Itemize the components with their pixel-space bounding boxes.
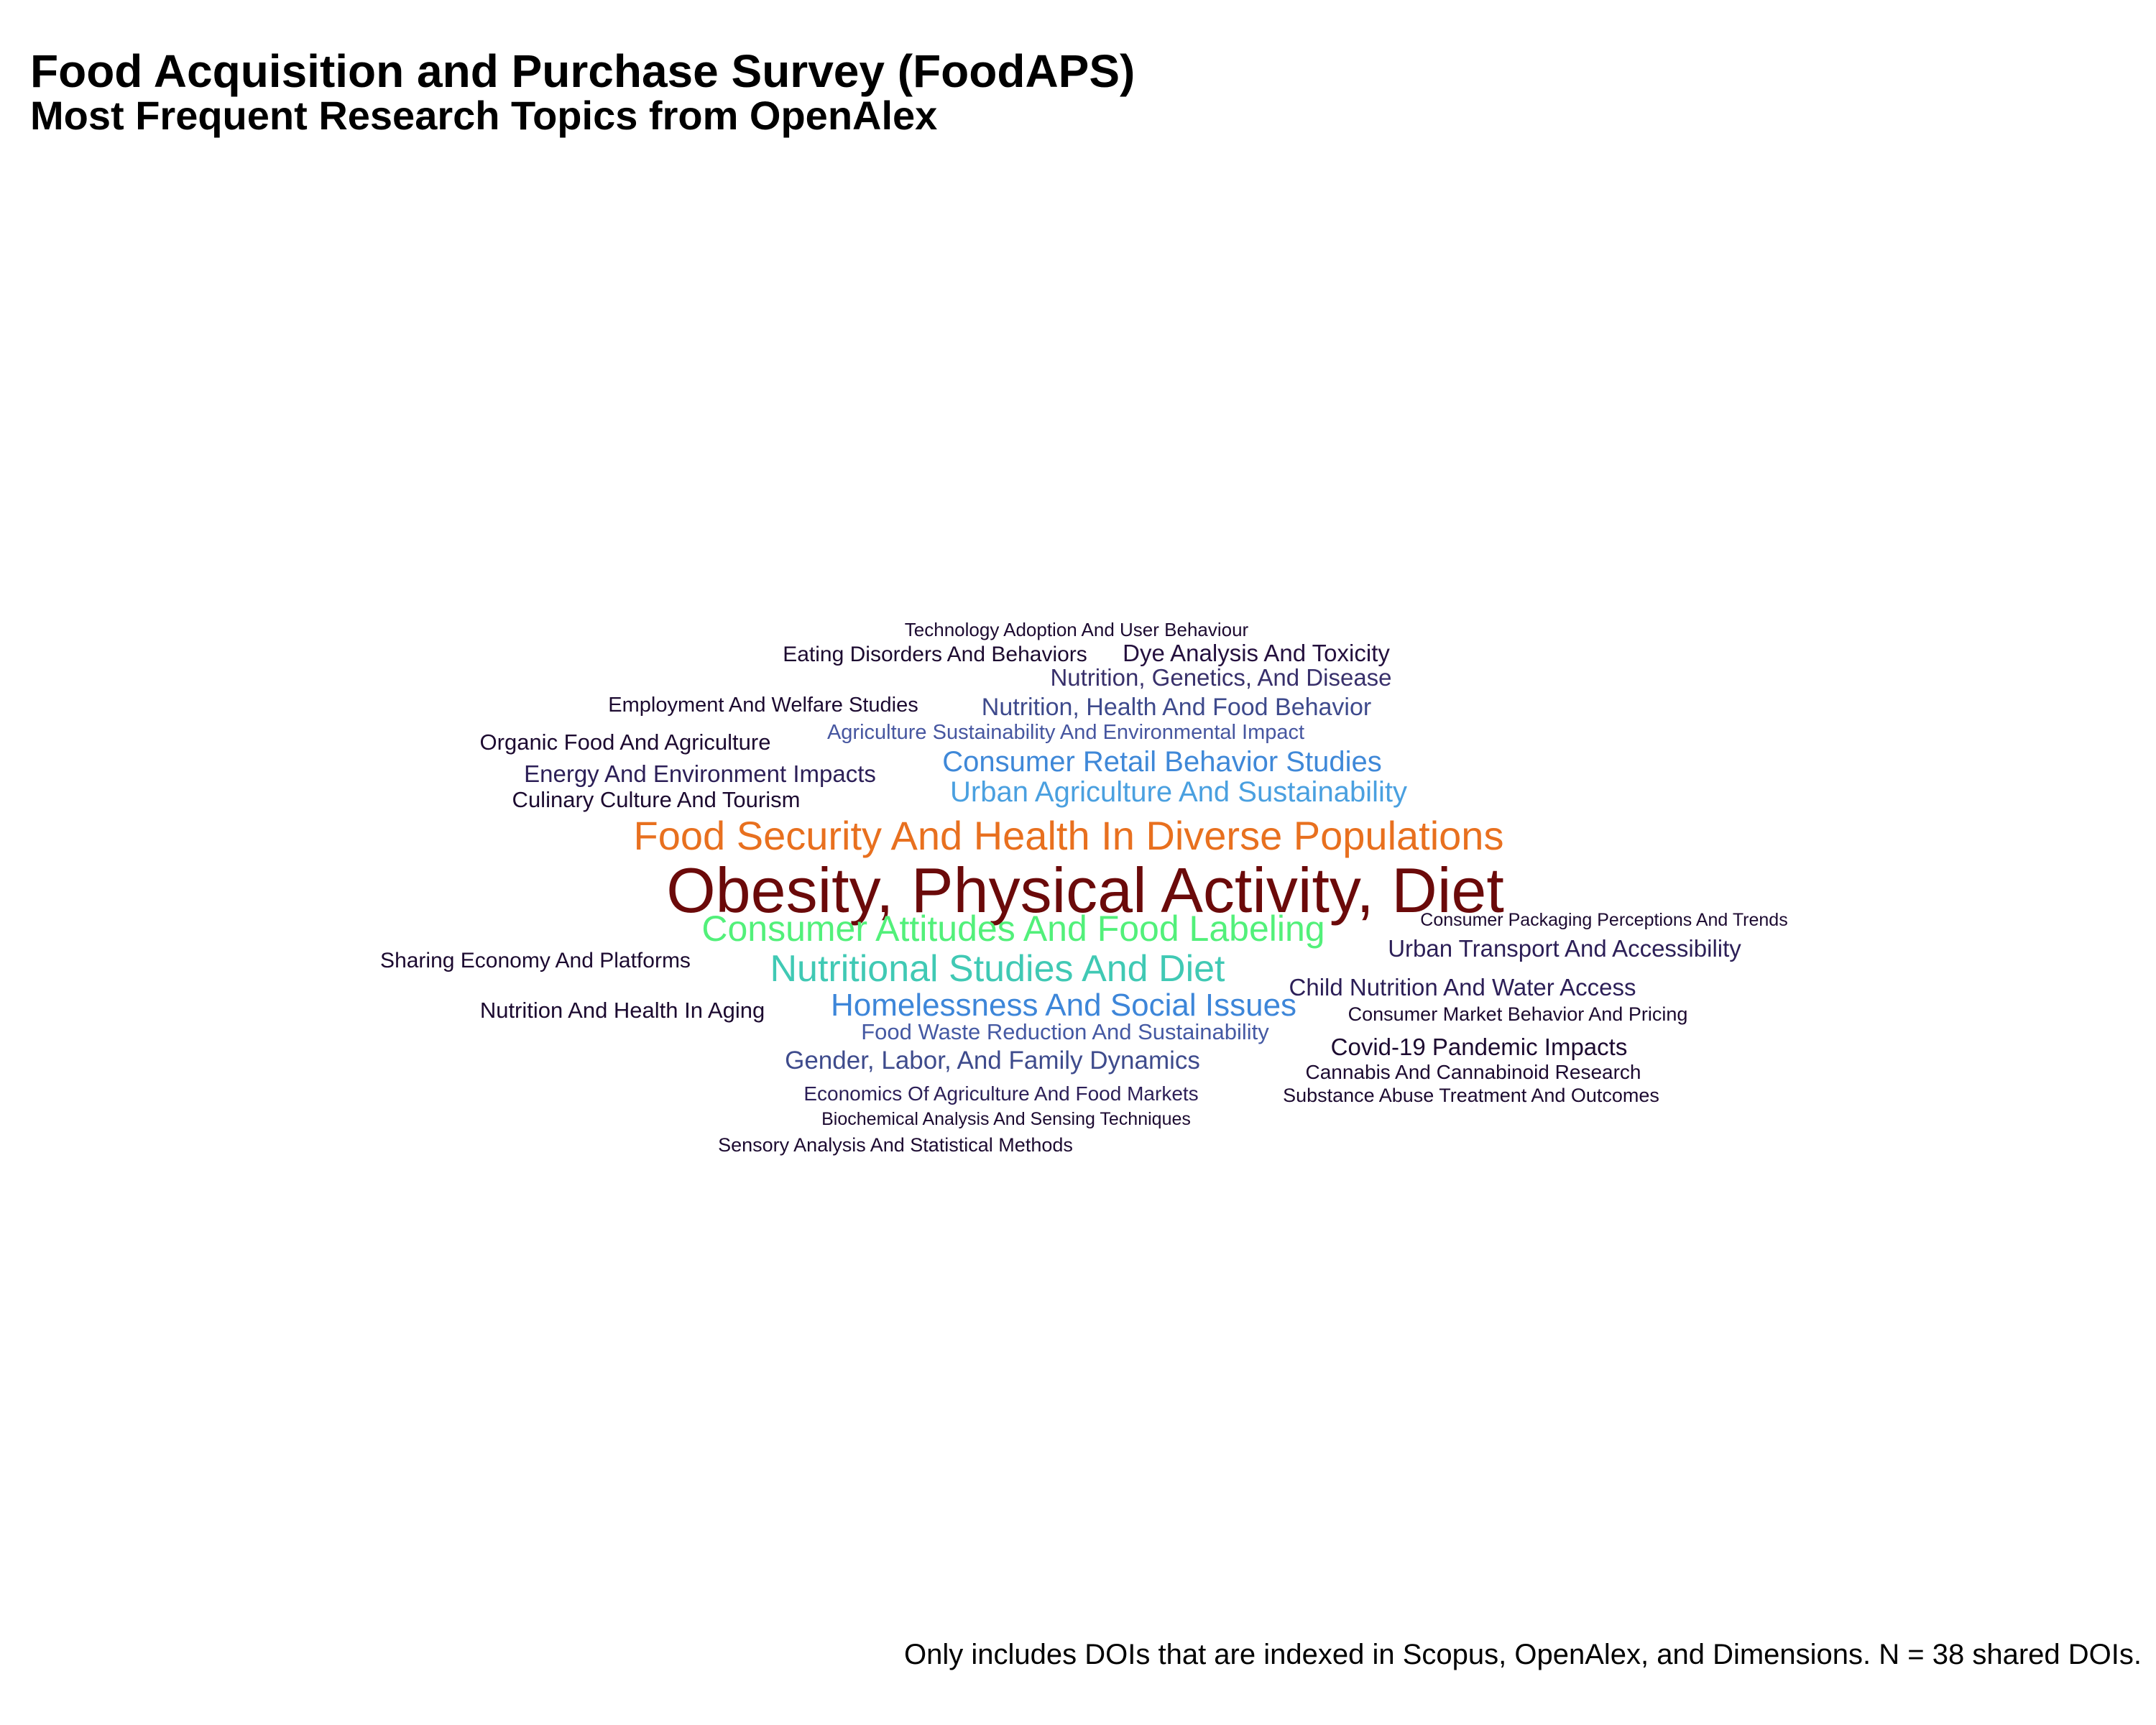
word-22: Eating Disorders And Behaviors	[783, 643, 1087, 666]
word-28: Consumer Packaging Perceptions And Trend…	[1420, 910, 1788, 930]
page-title: Food Acquisition and Purchase Survey (Fo…	[30, 45, 1135, 97]
word-30: Biochemical Analysis And Sensing Techniq…	[821, 1109, 1191, 1129]
word-16: Covid-19 Pandemic Impacts	[1330, 1034, 1628, 1060]
word-21: Sharing Economy And Platforms	[380, 949, 691, 972]
word-8: Nutrition, Health And Food Behavior	[981, 694, 1372, 721]
word-19: Organic Food And Agriculture	[479, 730, 771, 755]
word-4: Nutritional Studies And Diet	[770, 948, 1225, 990]
word-6: Consumer Retail Behavior Studies	[942, 746, 1382, 778]
word-23: Employment And Welfare Studies	[608, 694, 918, 717]
word-31: Sensory Analysis And Statistical Methods	[718, 1134, 1073, 1156]
word-12: Agriculture Sustainability And Environme…	[826, 721, 1305, 744]
word-17: Energy And Environment Impacts	[524, 760, 876, 787]
word-18: Culinary Culture And Tourism	[512, 787, 801, 812]
word-29: Substance Abuse Treatment And Outcomes	[1283, 1085, 1659, 1106]
word-13: Dye Analysis And Toxicity	[1123, 640, 1390, 666]
word-11: Food Waste Reduction And Sustainability	[861, 1019, 1269, 1044]
word-26: Consumer Market Behavior And Pricing	[1348, 1003, 1688, 1025]
page-subtitle: Most Frequent Research Topics from OpenA…	[30, 93, 938, 138]
word-1: Obesity, Physical Activity, Diet	[666, 855, 1504, 926]
word-7: Urban Agriculture And Sustainability	[950, 776, 1407, 808]
word-24: Economics Of Agriculture And Food Market…	[803, 1082, 1199, 1105]
word-25: Cannabis And Cannabinoid Research	[1305, 1061, 1641, 1083]
word-9: Nutrition, Genetics, And Disease	[1050, 664, 1392, 691]
word-27: Technology Adoption And User Behaviour	[904, 619, 1249, 640]
word-20: Nutrition And Health In Aging	[479, 998, 765, 1023]
word-15: Child Nutrition And Water Access	[1289, 974, 1636, 1000]
word-2: Food Security And Health In Diverse Popu…	[633, 813, 1504, 858]
word-5: Homelessness And Social Issues	[830, 988, 1297, 1023]
word-3: Consumer Attitudes And Food Labeling	[701, 908, 1325, 949]
caption: Only includes DOIs that are indexed in S…	[904, 1639, 2142, 1670]
word-14: Urban Transport And Accessibility	[1388, 935, 1741, 962]
word-10: Gender, Labor, And Family Dynamics	[785, 1046, 1200, 1075]
